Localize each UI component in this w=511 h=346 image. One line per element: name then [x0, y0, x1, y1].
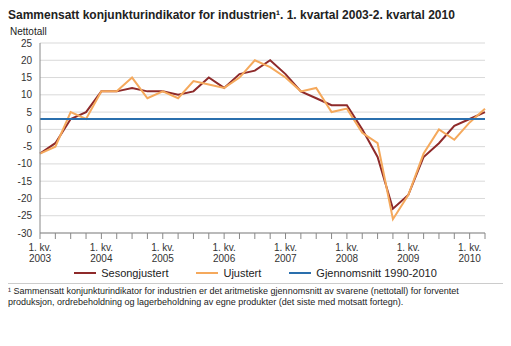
svg-text:25: 25	[21, 38, 33, 49]
svg-text:1. kv.2008: 1. kv.2008	[335, 242, 358, 264]
svg-text:-30: -30	[18, 228, 33, 239]
html-text:¹ Sammensatt konjunkturindikat: ¹ Sammensatt konjunkturindikator for ind…	[8, 286, 459, 307]
svg-text:10: 10	[21, 89, 33, 100]
svg-text:1. kv.2005: 1. kv.2005	[151, 242, 174, 264]
html-text:Nettotall: Nettotall	[10, 26, 47, 37]
svg-text:20: 20	[21, 55, 33, 66]
html-text:Gjennomsnitt 1990-2010: Gjennomsnitt 1990-2010	[316, 267, 437, 279]
svg-text:-10: -10	[18, 158, 33, 169]
svg-text:1. kv.2006: 1. kv.2006	[213, 242, 236, 264]
svg-text:1. kv.2009: 1. kv.2009	[397, 242, 420, 264]
svg-text:1. kv.2007: 1. kv.2007	[274, 242, 297, 264]
svg-text:1. kv.2004: 1. kv.2004	[90, 242, 113, 264]
svg-text:-15: -15	[18, 176, 33, 187]
svg-text:1. kv.2010: 1. kv.2010	[458, 242, 481, 264]
html-text:Sammensatt konjunkturindikator: Sammensatt konjunkturindikator for indus…	[8, 8, 455, 22]
svg-text:-25: -25	[18, 210, 33, 221]
html-text:Sesongjustert: Sesongjustert	[101, 267, 169, 279]
svg-text:15: 15	[21, 72, 33, 83]
svg-text:-20: -20	[18, 193, 33, 204]
svg-text:5: 5	[26, 107, 32, 118]
svg-text:0: 0	[26, 124, 32, 135]
html-text:Ujustert: Ujustert	[223, 267, 262, 279]
svg-text:1. kv.2003: 1. kv.2003	[28, 242, 51, 264]
svg-text:-5: -5	[23, 141, 32, 152]
